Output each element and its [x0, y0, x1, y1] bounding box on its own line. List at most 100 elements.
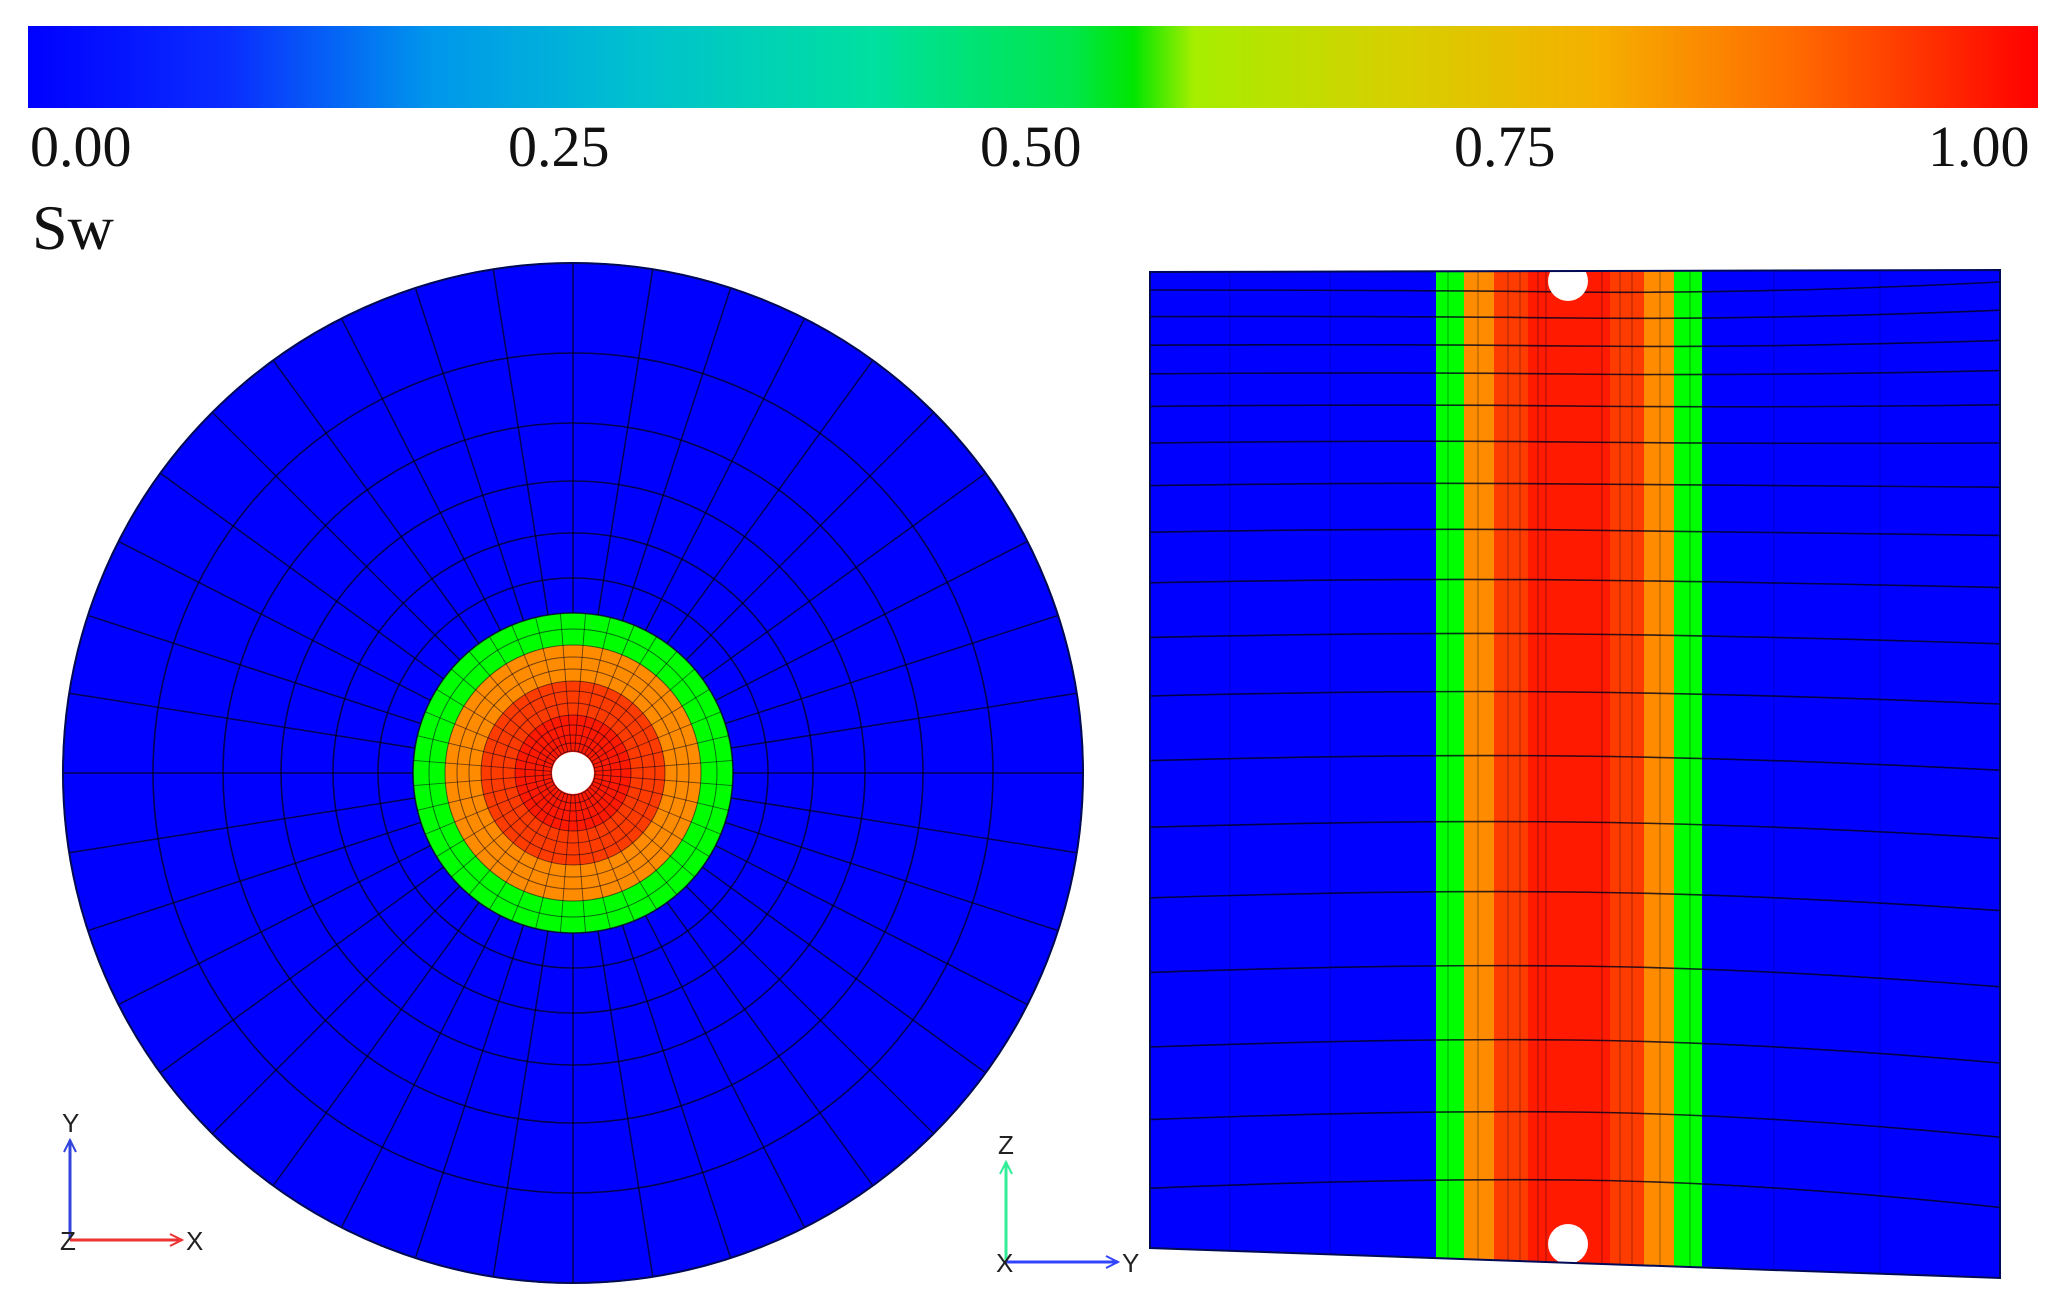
colorbar-tick-4: 1.00 [1928, 114, 2030, 179]
section-notch-bottom [1548, 1224, 1588, 1264]
plan-mesh-spoke-fine [593, 711, 721, 765]
plan-mesh-spoke [272, 902, 480, 1187]
plan-mesh-spoke [492, 269, 549, 616]
plan-mesh-spoke [715, 540, 1028, 702]
plan-mesh-spoke [621, 924, 732, 1259]
plan-mesh-spoke-fine [535, 794, 569, 929]
plan-mesh-spoke [159, 866, 444, 1074]
plan-mesh-spoke-fine [586, 651, 678, 757]
plan-mesh-spoke-fine [591, 689, 710, 762]
plan-triad-out-of-plane-label: Z [60, 1226, 76, 1256]
plan-mesh-spoke-fine [577, 794, 611, 929]
plan-mesh-spoke [597, 930, 654, 1277]
plan-mesh-spoke-fine [581, 793, 635, 921]
plan-mesh-spoke [730, 692, 1077, 749]
plan-mesh-spoke [730, 797, 1077, 854]
plan-mesh-spoke [87, 614, 422, 725]
section-mesh-layer [1150, 964, 2000, 988]
plan-triad-horizontal-arrow [169, 1233, 185, 1247]
plan-mesh-spoke-fine [468, 789, 560, 895]
plan-mesh-spoke [159, 472, 444, 680]
section-mesh-layer [1150, 404, 2000, 408]
plan-mesh-spoke-fine [574, 613, 587, 752]
plan-boundary [62, 262, 1084, 1284]
plan-mesh-spoke [715, 844, 1028, 1006]
plan-mesh-spoke-fine [594, 735, 729, 769]
plan-mesh-spoke-fine [436, 689, 555, 762]
plan-mesh-spoke [211, 885, 461, 1135]
plan-mesh-ring-fine [480, 680, 666, 866]
plan-mesh-spoke-fine [577, 617, 611, 752]
colorbar-variable-label: Sw [32, 192, 114, 263]
plan-mesh-spoke [666, 902, 874, 1187]
plan-mesh-spoke [118, 844, 431, 1006]
plan-mesh-spoke [492, 930, 549, 1277]
section-mesh-layer [1150, 440, 2000, 445]
section-field [1150, 270, 2000, 1278]
plan-mesh-spoke-fine [589, 786, 695, 878]
plan-mesh-spoke-fine [584, 791, 657, 910]
plan-mesh-ring-fine [534, 734, 612, 812]
plan-mesh-spoke-fine [436, 784, 555, 857]
plan-mesh-spoke-fine [559, 794, 572, 933]
plan-mesh-spoke [414, 287, 525, 622]
plan-mesh-spoke-fine [417, 777, 552, 811]
plan-mesh-spoke-fine [451, 786, 557, 878]
section-red-inner-band [1528, 270, 1610, 1278]
plan-mesh-spoke-fine [413, 774, 552, 787]
plan-view [62, 262, 1084, 1284]
plan-mesh-spoke-fine [589, 668, 695, 760]
plan-mesh-spoke-fine [451, 668, 557, 760]
plan-mesh-ring-fine [444, 644, 702, 902]
plan-mesh-spoke-fine [468, 651, 560, 757]
plan-mesh-ring-fine [456, 656, 690, 890]
plan-mesh-spoke-fine [413, 759, 552, 772]
plan-mesh-ring-fine [542, 742, 604, 804]
section-mesh-layer [1150, 1110, 2000, 1138]
section-mesh-layer [1150, 1038, 2000, 1064]
section-notch-top [1548, 261, 1588, 301]
plan-mesh-spoke [87, 821, 422, 932]
section-axis-triad: Z Y X [996, 1130, 1139, 1278]
plan-mesh-spoke [702, 866, 987, 1074]
plan-mesh-spoke-fine [425, 711, 553, 765]
plan-mesh-spoke [724, 821, 1059, 932]
section-mesh-layer [1150, 578, 2000, 589]
plan-mesh-ring-fine [524, 724, 622, 822]
plan-mesh-spoke [666, 359, 874, 644]
colorbar-tick-0: 0.00 [30, 114, 132, 179]
plan-mesh-spoke-fine [594, 777, 729, 811]
plan-mesh-spoke [69, 797, 416, 854]
plan-mesh-ring-fine [550, 750, 596, 796]
plan-triad-vertical-label: Y [62, 1108, 79, 1138]
colorbar-tick-2: 0.50 [980, 114, 1082, 179]
plan-mesh-spoke-fine [591, 784, 710, 857]
section-mesh-layer [1150, 1178, 2000, 1209]
plan-mesh-ring-fine [502, 702, 644, 844]
plan-mesh-spoke-fine [594, 774, 733, 787]
plan-mesh-spoke [69, 692, 416, 749]
plan-mesh-spoke-fine [535, 617, 569, 752]
section-mesh-layer [1150, 528, 2000, 537]
plan-mesh-spoke [724, 614, 1059, 725]
plan-mesh-spoke [272, 359, 480, 644]
section-boundary [1149, 268, 2001, 1280]
plan-mesh-spoke [621, 287, 732, 622]
plan-mesh-spoke-fine [511, 625, 565, 753]
plan-mesh-spoke-fine [574, 794, 587, 933]
plan-mesh-spoke-fine [594, 759, 733, 772]
section-mesh-layer [1150, 632, 2000, 645]
section-triad-horizontal-label: Y [1122, 1248, 1139, 1278]
plan-mesh-spoke [118, 540, 431, 702]
plan-mesh-spoke [597, 269, 654, 616]
plan-mesh-spoke-fine [511, 793, 565, 921]
plan-mesh-spoke-fine [593, 781, 721, 835]
plan-mesh-spoke [702, 472, 987, 680]
colorbar-tick-3: 0.75 [1454, 114, 1556, 179]
plan-triad-vertical-arrow [63, 1137, 77, 1153]
section-triad-out-of-plane-label: X [996, 1248, 1013, 1278]
plan-mesh-spoke [211, 411, 461, 661]
plan-mesh-ring-fine [428, 628, 718, 918]
plan-mesh-spoke [340, 915, 502, 1228]
